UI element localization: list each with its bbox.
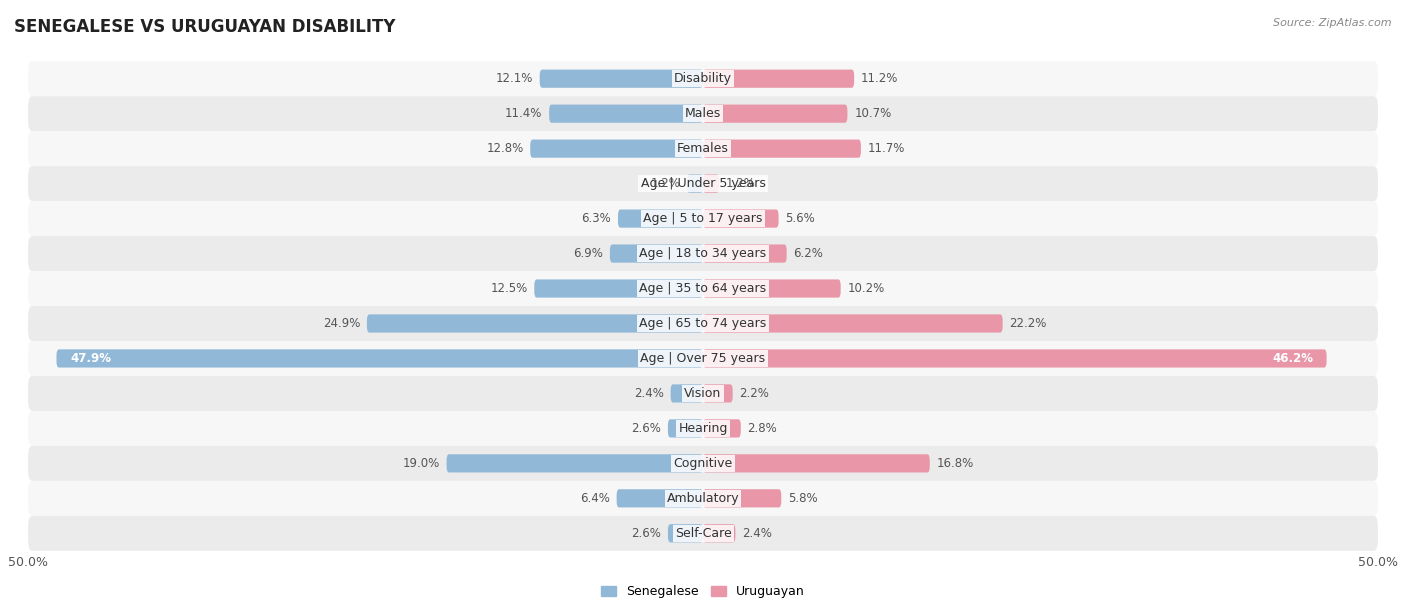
Text: Age | 18 to 34 years: Age | 18 to 34 years <box>640 247 766 260</box>
Text: Males: Males <box>685 107 721 120</box>
FancyBboxPatch shape <box>28 96 1378 131</box>
Text: 2.8%: 2.8% <box>748 422 778 435</box>
FancyBboxPatch shape <box>550 105 703 123</box>
FancyBboxPatch shape <box>28 376 1378 411</box>
Text: 6.2%: 6.2% <box>793 247 824 260</box>
FancyBboxPatch shape <box>703 209 779 228</box>
FancyBboxPatch shape <box>703 244 787 263</box>
Text: Females: Females <box>678 142 728 155</box>
FancyBboxPatch shape <box>703 70 855 88</box>
Text: 12.1%: 12.1% <box>495 72 533 85</box>
FancyBboxPatch shape <box>671 384 703 403</box>
Text: 2.2%: 2.2% <box>740 387 769 400</box>
FancyBboxPatch shape <box>668 419 703 438</box>
FancyBboxPatch shape <box>703 489 782 507</box>
Text: 10.2%: 10.2% <box>848 282 884 295</box>
Text: 2.4%: 2.4% <box>634 387 664 400</box>
FancyBboxPatch shape <box>703 349 1327 368</box>
Text: Hearing: Hearing <box>678 422 728 435</box>
FancyBboxPatch shape <box>28 271 1378 306</box>
FancyBboxPatch shape <box>668 524 703 542</box>
FancyBboxPatch shape <box>28 201 1378 236</box>
Text: 2.6%: 2.6% <box>631 527 661 540</box>
FancyBboxPatch shape <box>28 481 1378 516</box>
Text: 12.5%: 12.5% <box>491 282 527 295</box>
FancyBboxPatch shape <box>703 174 720 193</box>
Text: 46.2%: 46.2% <box>1272 352 1313 365</box>
Text: 6.9%: 6.9% <box>574 247 603 260</box>
Text: 1.2%: 1.2% <box>650 177 681 190</box>
Text: 19.0%: 19.0% <box>402 457 440 470</box>
FancyBboxPatch shape <box>703 419 741 438</box>
FancyBboxPatch shape <box>56 349 703 368</box>
Text: 5.6%: 5.6% <box>786 212 815 225</box>
FancyBboxPatch shape <box>617 489 703 507</box>
Text: Cognitive: Cognitive <box>673 457 733 470</box>
Text: Age | 5 to 17 years: Age | 5 to 17 years <box>644 212 762 225</box>
FancyBboxPatch shape <box>28 516 1378 551</box>
Text: 22.2%: 22.2% <box>1010 317 1047 330</box>
Text: Age | 65 to 74 years: Age | 65 to 74 years <box>640 317 766 330</box>
FancyBboxPatch shape <box>28 131 1378 166</box>
Text: Vision: Vision <box>685 387 721 400</box>
Text: Self-Care: Self-Care <box>675 527 731 540</box>
Text: 12.8%: 12.8% <box>486 142 523 155</box>
FancyBboxPatch shape <box>28 166 1378 201</box>
FancyBboxPatch shape <box>703 280 841 297</box>
FancyBboxPatch shape <box>447 454 703 472</box>
Text: SENEGALESE VS URUGUAYAN DISABILITY: SENEGALESE VS URUGUAYAN DISABILITY <box>14 18 395 36</box>
Text: 47.9%: 47.9% <box>70 352 111 365</box>
Text: 5.8%: 5.8% <box>787 492 818 505</box>
FancyBboxPatch shape <box>703 315 1002 332</box>
Text: 2.6%: 2.6% <box>631 422 661 435</box>
FancyBboxPatch shape <box>703 454 929 472</box>
FancyBboxPatch shape <box>367 315 703 332</box>
Text: 10.7%: 10.7% <box>855 107 891 120</box>
Text: Age | 35 to 64 years: Age | 35 to 64 years <box>640 282 766 295</box>
Text: Disability: Disability <box>673 72 733 85</box>
Text: 6.3%: 6.3% <box>582 212 612 225</box>
FancyBboxPatch shape <box>28 236 1378 271</box>
Text: 1.2%: 1.2% <box>725 177 756 190</box>
FancyBboxPatch shape <box>610 244 703 263</box>
Text: Source: ZipAtlas.com: Source: ZipAtlas.com <box>1274 18 1392 28</box>
FancyBboxPatch shape <box>703 384 733 403</box>
Text: Ambulatory: Ambulatory <box>666 492 740 505</box>
Text: Age | Under 5 years: Age | Under 5 years <box>641 177 765 190</box>
FancyBboxPatch shape <box>703 524 735 542</box>
FancyBboxPatch shape <box>28 341 1378 376</box>
FancyBboxPatch shape <box>686 174 703 193</box>
FancyBboxPatch shape <box>703 105 848 123</box>
FancyBboxPatch shape <box>703 140 860 158</box>
Text: Age | Over 75 years: Age | Over 75 years <box>641 352 765 365</box>
Text: 6.4%: 6.4% <box>581 492 610 505</box>
Text: 11.7%: 11.7% <box>868 142 905 155</box>
FancyBboxPatch shape <box>28 446 1378 481</box>
FancyBboxPatch shape <box>534 280 703 297</box>
FancyBboxPatch shape <box>28 306 1378 341</box>
Text: 16.8%: 16.8% <box>936 457 974 470</box>
FancyBboxPatch shape <box>28 61 1378 96</box>
Text: 11.4%: 11.4% <box>505 107 543 120</box>
Text: 24.9%: 24.9% <box>323 317 360 330</box>
Text: 2.4%: 2.4% <box>742 527 772 540</box>
Text: 11.2%: 11.2% <box>860 72 898 85</box>
FancyBboxPatch shape <box>619 209 703 228</box>
FancyBboxPatch shape <box>540 70 703 88</box>
FancyBboxPatch shape <box>28 411 1378 446</box>
FancyBboxPatch shape <box>530 140 703 158</box>
Legend: Senegalese, Uruguayan: Senegalese, Uruguayan <box>596 580 810 603</box>
